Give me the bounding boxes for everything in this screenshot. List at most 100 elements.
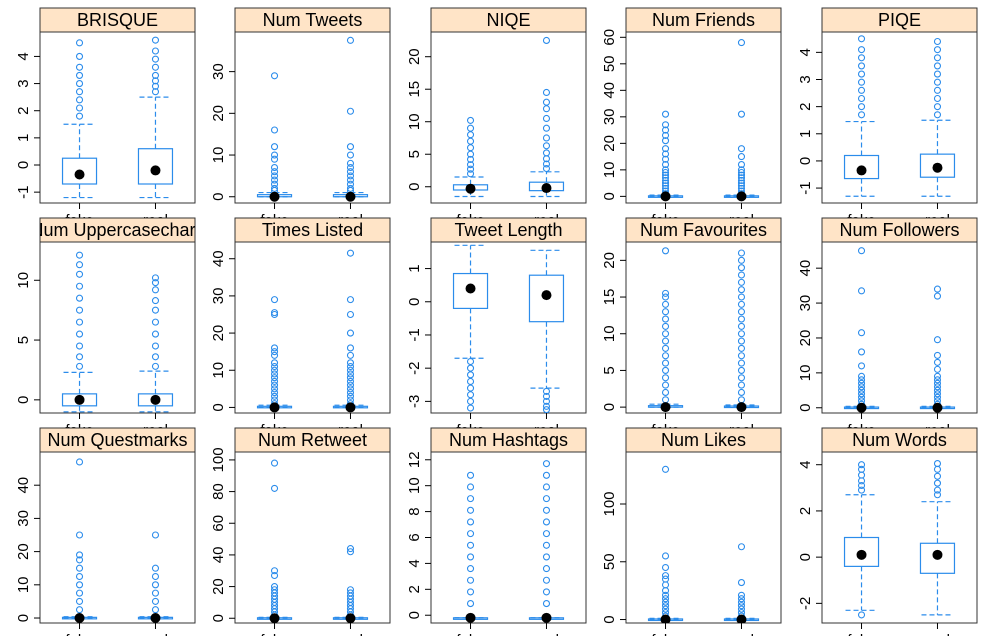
outlier-point xyxy=(933,78,942,86)
outlier-point xyxy=(151,77,160,85)
outlier-point xyxy=(270,484,279,492)
outlier-point xyxy=(270,163,279,172)
median-point xyxy=(74,394,85,405)
outlier-point xyxy=(151,330,160,338)
outlier-point xyxy=(542,88,551,97)
outlier-point xyxy=(661,575,670,583)
outlier-point xyxy=(737,374,746,382)
panel-boxes xyxy=(452,36,565,198)
panel-title: Num Followers xyxy=(839,220,959,240)
outlier-point xyxy=(933,491,942,499)
outlier-point xyxy=(466,506,475,514)
y-tick-label: 60 xyxy=(210,515,227,532)
median-point xyxy=(856,402,867,413)
outlier-point xyxy=(857,348,866,356)
outlier-point xyxy=(75,589,84,597)
outlier-point xyxy=(661,131,670,139)
outlier-point xyxy=(661,161,670,169)
y-tick-label: 30 xyxy=(210,288,227,305)
panel-strip xyxy=(39,217,196,243)
outlier-point xyxy=(542,471,551,479)
y-tick-label: 12 xyxy=(406,451,423,468)
y-tick-label: 20 xyxy=(797,330,814,347)
outlier-point xyxy=(151,597,160,605)
panel-strip xyxy=(234,7,391,33)
y-tick-label: 5 xyxy=(15,336,32,344)
outlier-point xyxy=(857,70,866,78)
outlier-point xyxy=(737,315,746,323)
outlier-point xyxy=(661,171,670,179)
outlier-point xyxy=(346,107,355,115)
outlier-point xyxy=(542,518,551,526)
outlier-point xyxy=(737,182,746,190)
outlier-point xyxy=(542,460,551,468)
median-point xyxy=(736,402,747,413)
panel-9: Num Followers010203040fakereal xyxy=(797,217,978,439)
panel-12: Num Hashtags 0 2 4 6 8 10 12 fake real xyxy=(406,427,587,641)
median-point xyxy=(932,402,943,413)
outlier-point xyxy=(857,386,866,394)
y-tick-label: 100 xyxy=(210,447,227,472)
outlier-point xyxy=(151,362,160,370)
outlier-point xyxy=(346,168,355,176)
outlier-point xyxy=(737,605,746,613)
outlier-point xyxy=(466,384,475,392)
outlier-point xyxy=(661,315,670,323)
panel-title: Num Questmarks xyxy=(47,430,187,450)
outlier-point xyxy=(75,112,84,120)
outlier-point xyxy=(466,124,475,132)
outlier-point xyxy=(933,37,942,46)
panel-title: Num Retweet xyxy=(258,430,367,450)
y-tick-label: 6 xyxy=(406,533,423,541)
outlier-point xyxy=(661,591,670,599)
outlier-point xyxy=(542,149,551,157)
outlier-point xyxy=(75,270,84,278)
y-tick-label: -3 xyxy=(406,395,423,408)
outlier-point xyxy=(737,344,746,352)
outlier-point xyxy=(466,530,475,538)
outlier-point xyxy=(737,300,746,308)
outlier-point xyxy=(151,572,160,581)
panel-frame xyxy=(39,451,196,624)
median-point xyxy=(736,614,747,623)
outlier-point xyxy=(151,47,160,55)
outlier-point xyxy=(857,247,866,255)
y-tick-label: 60 xyxy=(601,29,618,46)
outlier-point xyxy=(346,377,355,385)
outlier-point xyxy=(542,553,551,561)
panel-frame xyxy=(430,31,587,204)
y-tick-label: 20 xyxy=(601,252,618,269)
outlier-point xyxy=(933,285,942,293)
y-tick-label: 8 xyxy=(406,507,423,515)
y-tick-label: 4 xyxy=(797,48,814,56)
outlier-point xyxy=(737,176,746,185)
median-point xyxy=(465,183,476,194)
outlier-point xyxy=(542,160,551,168)
outlier-point xyxy=(346,374,355,382)
outlier-point xyxy=(75,342,84,350)
median-point xyxy=(541,183,552,194)
panel-14: Num Words -2 0 2 4 fake real xyxy=(797,427,978,641)
panel-11: Num Retweet 0 20 40 60 80 100 fake real xyxy=(210,427,391,641)
outlier-point xyxy=(661,166,670,174)
outlier-point xyxy=(737,145,746,153)
panel-frame xyxy=(430,451,587,624)
median-point xyxy=(345,402,356,413)
outlier-point xyxy=(75,330,84,338)
outlier-point xyxy=(933,479,942,487)
x-tick-label-fake: fake xyxy=(847,632,875,636)
outlier-point xyxy=(466,155,475,163)
y-tick-label: 0 xyxy=(797,157,814,165)
median-point xyxy=(74,613,85,623)
outlier-point xyxy=(737,249,746,257)
y-tick-label: 50 xyxy=(601,55,618,72)
y-tick-label: 2 xyxy=(797,507,814,515)
outlier-point xyxy=(661,110,670,118)
y-tick-label: 100 xyxy=(601,491,618,516)
outlier-point xyxy=(737,110,746,118)
outlier-point xyxy=(151,342,160,350)
outlier-point xyxy=(661,168,670,177)
outlier-point xyxy=(270,377,279,385)
outlier-point xyxy=(75,52,84,60)
